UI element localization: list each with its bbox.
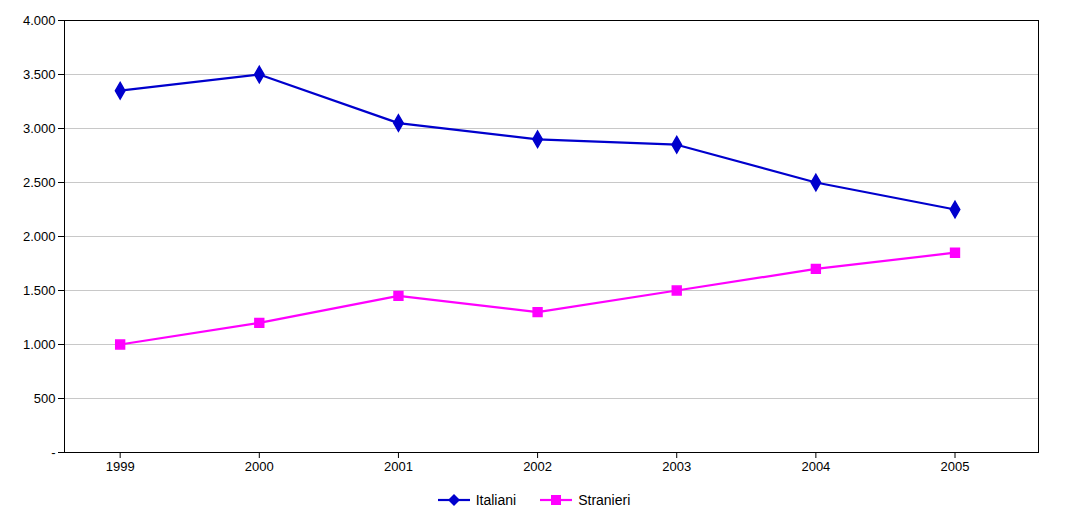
svg-text:2.500: 2.500 [23,175,56,190]
svg-text:-: - [51,445,55,460]
svg-text:2000: 2000 [245,459,274,474]
svg-text:1.500: 1.500 [23,283,56,298]
svg-text:2004: 2004 [801,459,830,474]
svg-text:2003: 2003 [662,459,691,474]
svg-text:2.000: 2.000 [23,229,56,244]
html-text:Stranieri: Stranieri [578,492,631,508]
svg-text:1999: 1999 [106,459,135,474]
svg-text:500: 500 [34,391,56,406]
svg-text:1.000: 1.000 [23,337,56,352]
svg-text:2002: 2002 [523,459,552,474]
html-text:Italiani: Italiani [475,492,517,508]
svg-text:3.000: 3.000 [23,121,56,136]
svg-text:4.000: 4.000 [23,13,56,28]
svg-text:2005: 2005 [941,459,970,474]
svg-text:2001: 2001 [384,459,413,474]
svg-text:3.500: 3.500 [23,67,56,82]
